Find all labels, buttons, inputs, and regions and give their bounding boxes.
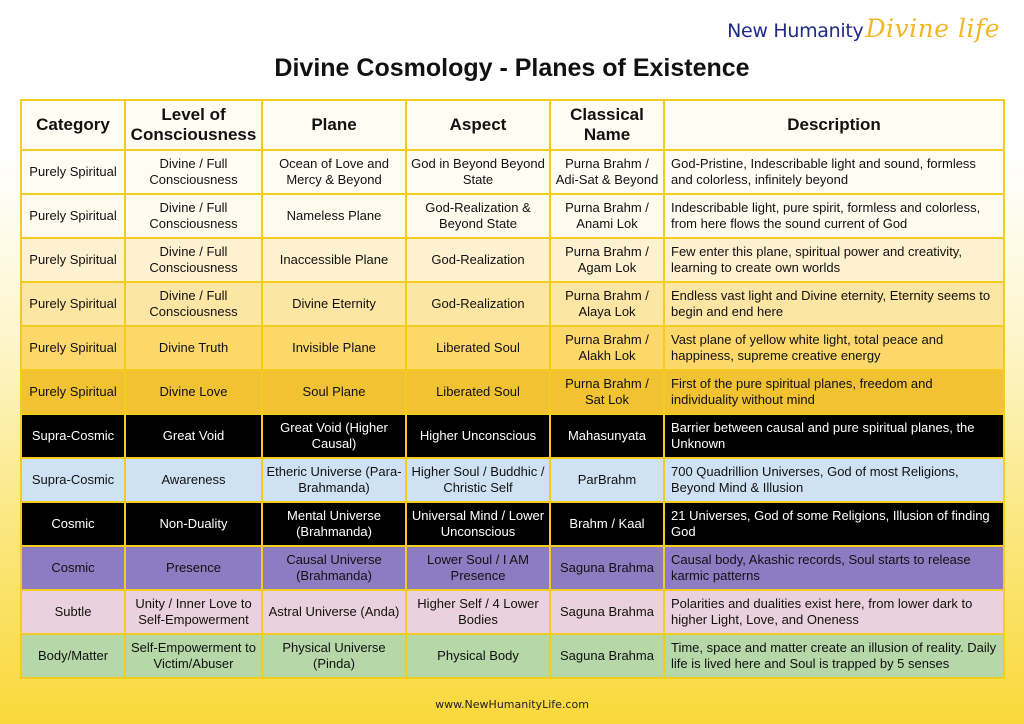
- cell-plane: Inaccessible Plane: [261, 237, 407, 283]
- table-row: Purely Spiritual Divine / Full Consciousn…: [20, 281, 1005, 327]
- table-row: Cosmic Non-Duality Mental Universe (Brahma…: [20, 501, 1005, 547]
- header-description: Description: [663, 99, 1005, 151]
- cell-description: 700 Quadrillion Universes, God of most R…: [663, 457, 1005, 503]
- cell-description: Time, space and matter create an illusio…: [663, 633, 1005, 679]
- cell-level: Divine / Full Consciousness: [124, 149, 263, 195]
- cell-aspect: God-Realization: [405, 281, 551, 327]
- cell-level: Divine / Full Consciousness: [124, 193, 263, 239]
- cell-category: Subtle: [20, 589, 126, 635]
- table-row: Supra-Cosmic Great Void Great Void (Higher…: [20, 413, 1005, 459]
- brand-name: New Humanity: [727, 20, 864, 42]
- cell-description: Endless vast light and Divine eternity, …: [663, 281, 1005, 327]
- cell-classical-name: Purna Brahm / Sat Lok: [549, 369, 665, 415]
- cell-plane: Astral Universe (Anda): [261, 589, 407, 635]
- cell-description: 21 Universes, God of some Religions, Ill…: [663, 501, 1005, 547]
- cell-category: Purely Spiritual: [20, 149, 126, 195]
- cell-plane: Invisible Plane: [261, 325, 407, 371]
- cell-aspect: Liberated Soul: [405, 369, 551, 415]
- cell-category: Body/Matter: [20, 633, 126, 679]
- cell-aspect: God-Realization & Beyond State: [405, 193, 551, 239]
- cell-level: Unity / Inner Love to Self-Empowerment: [124, 589, 263, 635]
- header-category: Category: [20, 99, 126, 151]
- cell-classical-name: Purna Brahm / Alakh Lok: [549, 325, 665, 371]
- cell-description: God-Pristine, Indescribable light and so…: [663, 149, 1005, 195]
- cell-classical-name: Saguna Brahma: [549, 633, 665, 679]
- cell-plane: Mental Universe (Brahmanda): [261, 501, 407, 547]
- cell-category: Purely Spiritual: [20, 281, 126, 327]
- cell-classical-name: Purna Brahm / Adi-Sat & Beyond: [549, 149, 665, 195]
- cell-category: Supra-Cosmic: [20, 457, 126, 503]
- cell-classical-name: Saguna Brahma: [549, 589, 665, 635]
- cell-description: Barrier between causal and pure spiritua…: [663, 413, 1005, 459]
- cell-description: First of the pure spiritual planes, free…: [663, 369, 1005, 415]
- cell-plane: Soul Plane: [261, 369, 407, 415]
- header-aspect: Aspect: [405, 99, 551, 151]
- table-row: Purely Spiritual Divine / Full Consciousn…: [20, 149, 1005, 195]
- cell-level: Divine / Full Consciousness: [124, 281, 263, 327]
- cell-plane: Etheric Universe (Para-Brahmanda): [261, 457, 407, 503]
- cell-aspect: God-Realization: [405, 237, 551, 283]
- cell-description: Indescribable light, pure spirit, formle…: [663, 193, 1005, 239]
- header-row: Category Level of Consciousness Plane As…: [20, 99, 1005, 151]
- cell-description: Causal body, Akashic records, Soul start…: [663, 545, 1005, 591]
- header-classical-name: Classical Name: [549, 99, 665, 151]
- cell-level: Great Void: [124, 413, 263, 459]
- cell-aspect: Higher Soul / Buddhic / Christic Self: [405, 457, 551, 503]
- cell-category: Supra-Cosmic: [20, 413, 126, 459]
- cell-level: Divine Truth: [124, 325, 263, 371]
- table-row: Supra-Cosmic Awareness Etheric Universe (P…: [20, 457, 1005, 503]
- cell-description: Polarities and dualities exist here, fro…: [663, 589, 1005, 635]
- cell-classical-name: Mahasunyata: [549, 413, 665, 459]
- cell-plane: Divine Eternity: [261, 281, 407, 327]
- cell-classical-name: Brahm / Kaal: [549, 501, 665, 547]
- cell-plane: Ocean of Love and Mercy & Beyond: [261, 149, 407, 195]
- cell-plane: Nameless Plane: [261, 193, 407, 239]
- brand-script: Divine life: [865, 14, 1000, 43]
- cell-classical-name: Purna Brahm / Anami Lok: [549, 193, 665, 239]
- cell-aspect: Universal Mind / Lower Unconscious: [405, 501, 551, 547]
- cell-aspect: God in Beyond Beyond State: [405, 149, 551, 195]
- table-row: Purely Spiritual Divine / Full Consciousn…: [20, 193, 1005, 239]
- page-title: Divine Cosmology - Planes of Existence: [274, 54, 750, 82]
- table-row: Cosmic Presence Causal Universe (Brahmanda…: [20, 545, 1005, 591]
- cell-category: Cosmic: [20, 501, 126, 547]
- cell-plane: Physical Universe (Pinda): [261, 633, 407, 679]
- cell-level: Awareness: [124, 457, 263, 503]
- cell-level: Self-Empowerment to Victim/Abuser: [124, 633, 263, 679]
- cell-level: Divine / Full Consciousness: [124, 237, 263, 283]
- cosmology-table: Category Level of Consciousness Plane As…: [20, 99, 1005, 679]
- table-row: Body/Matter Self-Empowerment to Victim/Ab…: [20, 633, 1005, 679]
- table-row: Purely Spiritual Divine Truth Invisible Pl…: [20, 325, 1005, 371]
- cell-plane: Causal Universe (Brahmanda): [261, 545, 407, 591]
- cell-plane: Great Void (Higher Causal): [261, 413, 407, 459]
- cell-classical-name: ParBrahm: [549, 457, 665, 503]
- cell-aspect: Physical Body: [405, 633, 551, 679]
- cell-level: Non-Duality: [124, 501, 263, 547]
- cell-aspect: Higher Self / 4 Lower Bodies: [405, 589, 551, 635]
- cell-category: Purely Spiritual: [20, 193, 126, 239]
- cell-level: Divine Love: [124, 369, 263, 415]
- cell-category: Purely Spiritual: [20, 369, 126, 415]
- cell-category: Purely Spiritual: [20, 325, 126, 371]
- brand-logo: New Humanity Divine life: [727, 14, 1000, 43]
- cell-classical-name: Purna Brahm / Alaya Lok: [549, 281, 665, 327]
- header-level: Level of Consciousness: [124, 99, 263, 151]
- cell-category: Cosmic: [20, 545, 126, 591]
- cell-aspect: Higher Unconscious: [405, 413, 551, 459]
- cell-classical-name: Saguna Brahma: [549, 545, 665, 591]
- cell-description: Vast plane of yellow white light, total …: [663, 325, 1005, 371]
- cell-level: Presence: [124, 545, 263, 591]
- footer-url: www.NewHumanityLife.com: [435, 698, 589, 711]
- cell-description: Few enter this plane, spiritual power an…: [663, 237, 1005, 283]
- cell-classical-name: Purna Brahm / Agam Lok: [549, 237, 665, 283]
- cell-category: Purely Spiritual: [20, 237, 126, 283]
- cell-aspect: Lower Soul / I AM Presence: [405, 545, 551, 591]
- cell-aspect: Liberated Soul: [405, 325, 551, 371]
- header-plane: Plane: [261, 99, 407, 151]
- table-row: Subtle Unity / Inner Love to Self-Empower…: [20, 589, 1005, 635]
- table-row: Purely Spiritual Divine / Full Consciousn…: [20, 237, 1005, 283]
- table-row: Purely Spiritual Divine Love Soul Plane Lib…: [20, 369, 1005, 415]
